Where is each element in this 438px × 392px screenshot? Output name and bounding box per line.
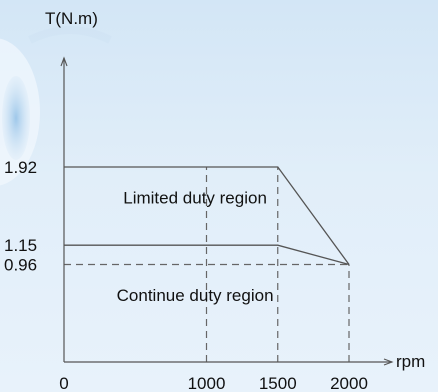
- axes: [60, 56, 394, 366]
- labels: 1.92 1.150.96 0 1000 1500 2000 T(N.m) rpm Limite…: [4, 9, 425, 392]
- x-tick-label: 1500: [259, 374, 297, 392]
- x-tick-label: 1000: [188, 374, 226, 392]
- y-tick-label: 0.96: [4, 256, 37, 275]
- x-axis-label: rpm: [396, 352, 425, 371]
- y-axis-arrow: [60, 56, 68, 67]
- background-decor: [0, 26, 112, 186]
- reference-lines: [64, 167, 350, 362]
- series-line-2: [64, 244, 350, 266]
- continue-duty-region-label: Continue duty region: [117, 286, 274, 305]
- series-lines: [64, 166, 350, 266]
- y-tick-label: 1.15: [4, 236, 37, 255]
- y-axis-label: T(N.m): [45, 9, 98, 28]
- series-line-1: [64, 166, 350, 265]
- x-tick-label: 0: [59, 374, 68, 392]
- limited-duty-region-label: Limited duty region: [123, 189, 267, 208]
- y-tick-label: 1.92: [4, 158, 37, 177]
- x-tick-label: 2000: [330, 374, 368, 392]
- x-axis-arrow: [383, 358, 394, 366]
